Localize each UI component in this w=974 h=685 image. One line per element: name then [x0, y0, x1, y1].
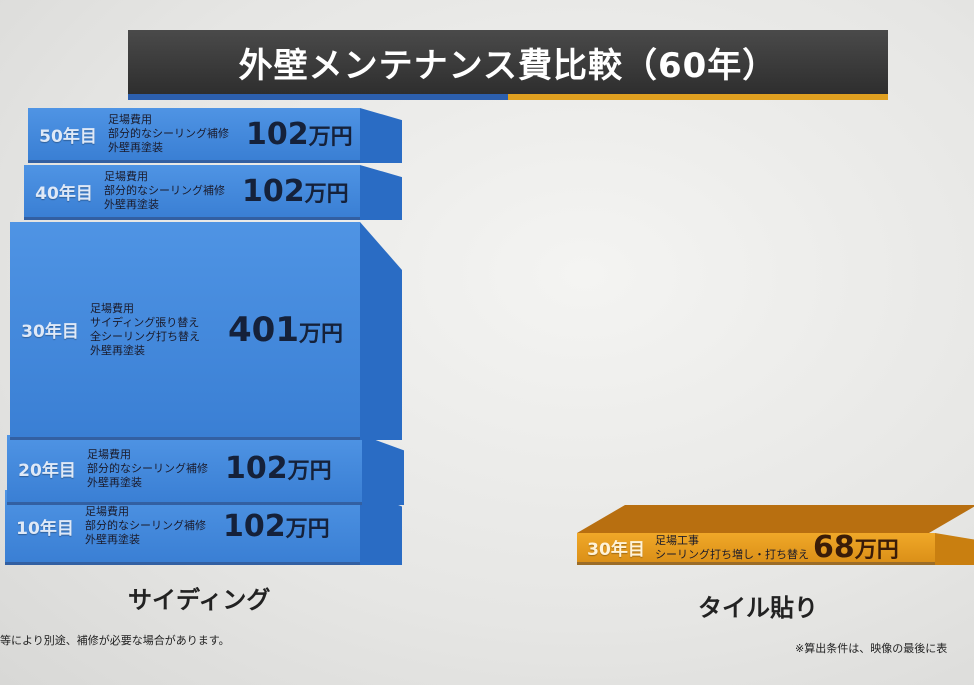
- segment-value: 401万円: [228, 309, 343, 350]
- segment-year-label: 30年目: [21, 322, 79, 342]
- segment-item: 部分的なシーリング補修: [85, 519, 206, 532]
- segment-value: 102万円: [223, 508, 330, 544]
- segment-value: 68万円: [813, 530, 899, 565]
- segment-item: 部分的なシーリング補修: [108, 127, 229, 140]
- bar-segment-front: 50年目 足場費用 部分的なシーリング補修 外壁再塗装 102万円: [28, 108, 360, 163]
- bar-segment-front: 40年目 足場費用 部分的なシーリング補修 外壁再塗装 102万円: [24, 165, 360, 220]
- chart-title: 外壁メンテナンス費比較（60年）: [128, 30, 888, 94]
- segment-item: 外壁再塗装: [85, 533, 140, 546]
- segment-items: 足場費用 サイディング張り替え 全シーリング打ち替え 外壁再塗装: [90, 302, 220, 358]
- segment-item: 外壁再塗装: [87, 475, 142, 489]
- segment-items: 足場費用 部分的なシーリング補修 外壁再塗装: [108, 113, 238, 155]
- segment-value: 102万円: [242, 173, 349, 209]
- segment-items: 足場費用 部分的なシーリング補修 外壁再塗装: [104, 170, 234, 212]
- segment-item: 足場費用: [104, 170, 148, 183]
- segment-item: 部分的なシーリング補修: [87, 461, 208, 475]
- segment-item: 足場費用: [87, 447, 131, 461]
- segment-value: 102万円: [225, 451, 332, 486]
- footnote-left: 等により別途、補修が必要な場合があります。: [0, 634, 230, 647]
- bar-segment-top: [577, 505, 974, 533]
- segment-item: 足場費用: [108, 113, 152, 126]
- segment-item: 足場費用: [85, 505, 129, 518]
- segment-item: 外壁再塗装: [108, 141, 163, 154]
- segment-year-label: 50年目: [39, 126, 97, 147]
- bar-segment-front: 30年目 足場費用 サイディング張り替え 全シーリング打ち替え 外壁再塗装 401万円: [10, 222, 360, 440]
- bar-segment-side: [935, 533, 974, 565]
- title-underline-orange: [508, 94, 888, 100]
- segment-items: 足場費用 部分的なシーリング補修 外壁再塗装: [87, 448, 217, 490]
- segment-item: 外壁再塗装: [90, 343, 145, 357]
- title-underline-blue: [128, 94, 508, 100]
- bar-segment-front: 20年目 足場費用 部分的なシーリング補修 外壁再塗装 102万円: [7, 435, 362, 505]
- segment-year-label: 20年目: [18, 461, 76, 481]
- segment-items: 足場費用 部分的なシーリング補修 外壁再塗装: [85, 505, 215, 547]
- segment-item: 外壁再塗装: [104, 198, 159, 211]
- bar-label-siding: サイディング: [128, 586, 271, 614]
- footnote-right: ※算出条件は、映像の最後に表: [795, 642, 948, 655]
- segment-item: 部分的なシーリング補修: [104, 184, 225, 197]
- bar-segment-side: [360, 222, 402, 440]
- segment-value: 102万円: [246, 116, 353, 152]
- segment-item: 全シーリング打ち替え: [90, 329, 200, 343]
- segment-item: サイディング張り替え: [90, 315, 200, 329]
- segment-item: シーリング打ち増し・打ち替え: [655, 547, 809, 561]
- bar-segment: 50年目 足場費用 部分的なシーリング補修 外壁再塗装 102万円: [28, 108, 402, 163]
- segment-year-label: 10年目: [16, 518, 74, 539]
- bar-segment-front: 30年目 足場工事 シーリング打ち増し・打ち替え 68万円: [577, 530, 935, 565]
- segment-items: 足場工事 シーリング打ち増し・打ち替え: [655, 533, 809, 562]
- bar-segment: 20年目 足場費用 部分的なシーリング補修 外壁再塗装 102万円: [7, 435, 404, 505]
- bar-segment-side: [360, 108, 402, 163]
- segment-year-label: 40年目: [35, 183, 93, 204]
- bar-label-tile: タイル貼り: [698, 594, 818, 622]
- segment-item: 足場工事: [655, 533, 699, 547]
- segment-item: 足場費用: [90, 301, 134, 315]
- bar-segment-side: [362, 435, 404, 505]
- segment-year-label: 30年目: [587, 540, 645, 560]
- bar-segment-side: [360, 165, 402, 220]
- bar-segment: 30年目 足場工事 シーリング打ち増し・打ち替え 68万円: [577, 505, 974, 565]
- bar-segment: 30年目 足場費用 サイディング張り替え 全シーリング打ち替え 外壁再塗装 401万円: [10, 222, 402, 440]
- bar-segment: 40年目 足場費用 部分的なシーリング補修 外壁再塗装 102万円: [24, 165, 402, 220]
